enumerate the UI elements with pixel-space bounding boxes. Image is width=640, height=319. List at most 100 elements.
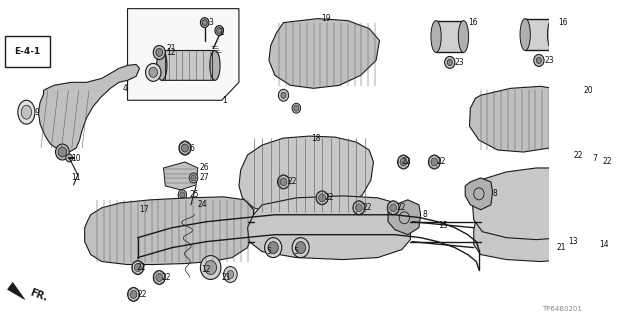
Text: 22: 22 xyxy=(397,203,406,212)
Circle shape xyxy=(316,191,328,205)
Text: 21: 21 xyxy=(222,273,231,282)
Text: 22: 22 xyxy=(324,193,334,202)
Polygon shape xyxy=(470,86,582,152)
Text: 24: 24 xyxy=(198,200,207,209)
Text: 18: 18 xyxy=(311,134,321,143)
Text: 13: 13 xyxy=(568,237,578,246)
Text: 22: 22 xyxy=(436,158,445,167)
Circle shape xyxy=(217,27,222,33)
Text: 21: 21 xyxy=(167,44,177,53)
Circle shape xyxy=(191,175,196,181)
Text: 6: 6 xyxy=(189,144,194,152)
Text: 7: 7 xyxy=(592,153,597,162)
Circle shape xyxy=(292,103,301,113)
Bar xyxy=(525,19,552,50)
Ellipse shape xyxy=(292,238,309,257)
Ellipse shape xyxy=(145,63,161,81)
Text: 11: 11 xyxy=(71,174,81,182)
Circle shape xyxy=(153,271,165,285)
Circle shape xyxy=(58,147,67,157)
Circle shape xyxy=(567,151,574,159)
Circle shape xyxy=(534,55,544,66)
Circle shape xyxy=(445,56,455,68)
Text: 1: 1 xyxy=(222,96,227,105)
Circle shape xyxy=(400,158,407,166)
Polygon shape xyxy=(164,162,198,190)
Text: 4: 4 xyxy=(122,84,127,93)
Circle shape xyxy=(180,192,185,198)
Circle shape xyxy=(153,46,165,59)
Text: 5: 5 xyxy=(294,247,299,256)
Circle shape xyxy=(56,144,69,160)
Circle shape xyxy=(156,273,163,281)
Circle shape xyxy=(66,154,73,162)
Text: 22: 22 xyxy=(362,203,372,212)
Text: 16: 16 xyxy=(468,18,477,27)
Bar xyxy=(436,21,463,52)
Circle shape xyxy=(189,173,198,183)
Text: 22: 22 xyxy=(288,177,298,186)
Circle shape xyxy=(132,261,144,274)
Polygon shape xyxy=(388,200,420,235)
Circle shape xyxy=(134,263,141,271)
Text: 22: 22 xyxy=(573,151,582,160)
Circle shape xyxy=(595,153,607,167)
Text: 26: 26 xyxy=(200,163,209,173)
Polygon shape xyxy=(474,202,600,262)
Text: 21: 21 xyxy=(556,243,566,252)
Circle shape xyxy=(130,290,137,298)
Circle shape xyxy=(127,287,140,301)
Text: 8: 8 xyxy=(422,210,427,219)
Ellipse shape xyxy=(157,50,167,80)
Text: 23: 23 xyxy=(544,56,554,65)
Text: 22: 22 xyxy=(136,263,146,272)
Circle shape xyxy=(156,48,163,56)
Circle shape xyxy=(281,92,286,98)
Ellipse shape xyxy=(552,231,567,249)
Text: E-4-1: E-4-1 xyxy=(14,47,40,56)
Text: 10: 10 xyxy=(71,153,81,162)
Ellipse shape xyxy=(268,241,278,254)
Polygon shape xyxy=(472,168,594,240)
Polygon shape xyxy=(84,197,253,264)
Circle shape xyxy=(447,59,452,65)
Circle shape xyxy=(184,214,191,222)
Polygon shape xyxy=(38,64,140,152)
Text: 9: 9 xyxy=(35,108,40,117)
Circle shape xyxy=(387,201,399,215)
Ellipse shape xyxy=(149,67,157,78)
Polygon shape xyxy=(465,178,493,210)
Ellipse shape xyxy=(205,261,217,274)
Ellipse shape xyxy=(265,238,282,257)
Ellipse shape xyxy=(223,267,237,282)
Ellipse shape xyxy=(200,256,221,279)
Circle shape xyxy=(390,204,397,212)
Circle shape xyxy=(182,144,188,152)
Ellipse shape xyxy=(296,241,306,254)
Text: 17: 17 xyxy=(140,205,149,214)
Circle shape xyxy=(278,175,289,189)
Polygon shape xyxy=(8,282,25,300)
Text: 8: 8 xyxy=(493,189,497,198)
Text: 22: 22 xyxy=(602,158,612,167)
Text: 22: 22 xyxy=(162,273,172,282)
Text: 22: 22 xyxy=(138,290,147,299)
Bar xyxy=(5,35,49,67)
Text: 19: 19 xyxy=(321,14,331,23)
Polygon shape xyxy=(269,19,380,88)
Circle shape xyxy=(278,89,289,101)
Polygon shape xyxy=(248,196,410,260)
Circle shape xyxy=(597,156,604,164)
Text: 27: 27 xyxy=(200,174,209,182)
Circle shape xyxy=(536,57,541,63)
Ellipse shape xyxy=(458,21,468,52)
Circle shape xyxy=(355,204,362,212)
Text: 22: 22 xyxy=(402,158,412,167)
Circle shape xyxy=(319,194,326,202)
Text: 16: 16 xyxy=(557,18,568,27)
Text: 25: 25 xyxy=(189,190,199,199)
Text: 12: 12 xyxy=(201,265,211,274)
Circle shape xyxy=(564,148,577,162)
Circle shape xyxy=(215,26,223,35)
Ellipse shape xyxy=(18,100,35,124)
